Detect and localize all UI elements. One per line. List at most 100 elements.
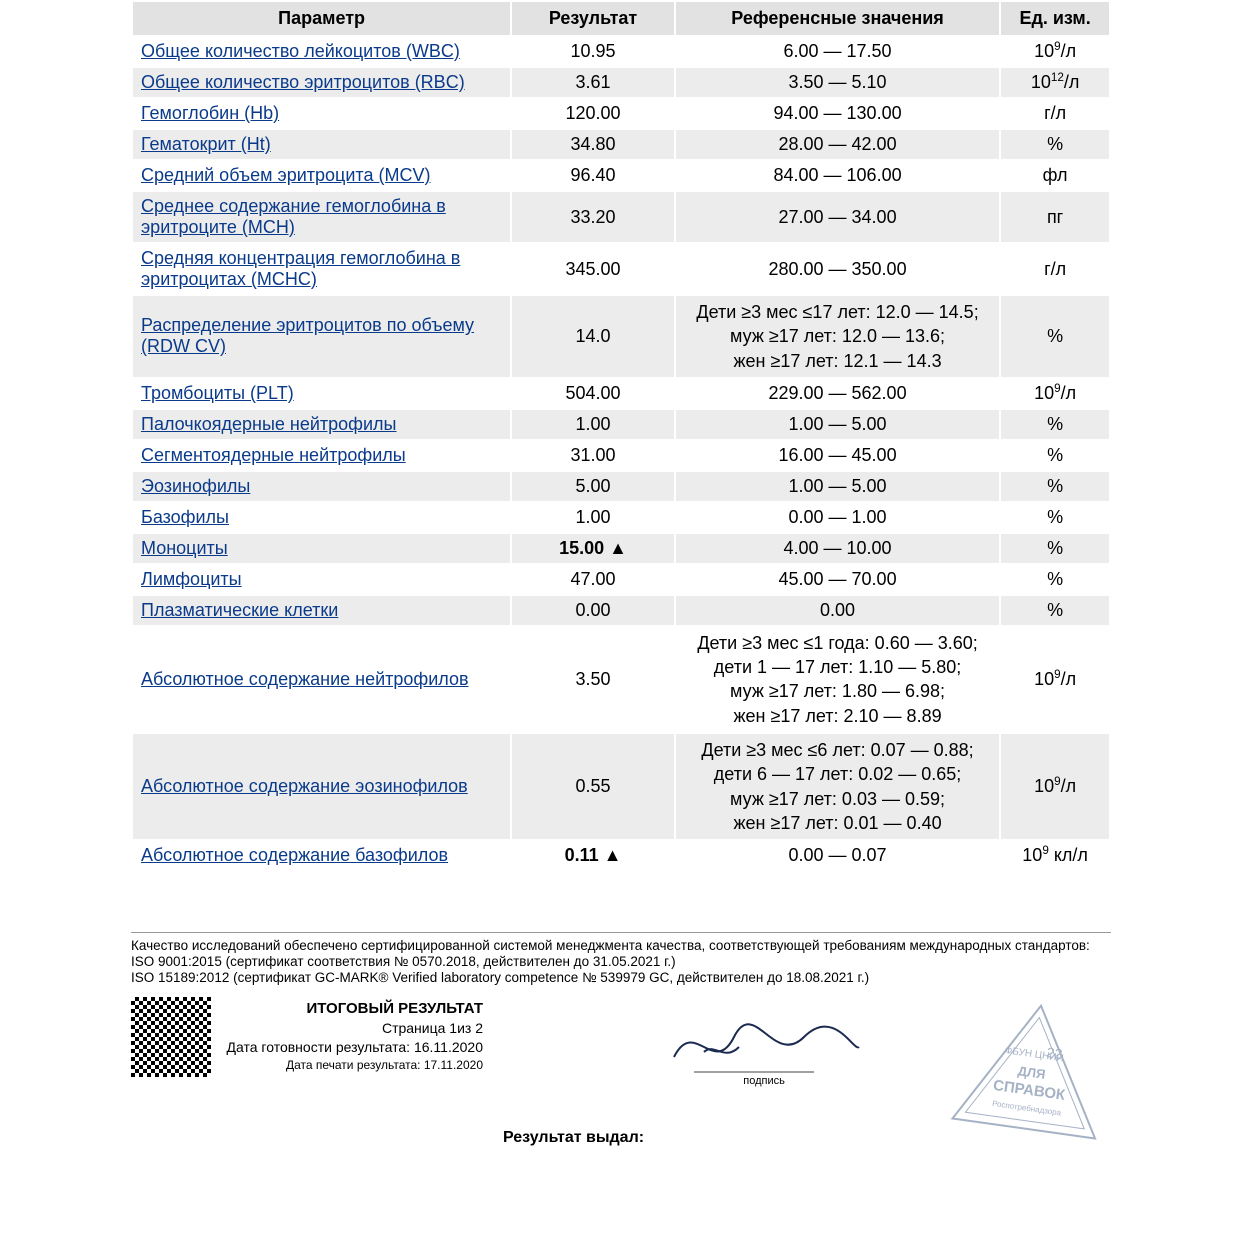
quality-line: Качество исследований обеспечено сертифи… <box>131 938 1111 953</box>
param-link[interactable]: Гемоглобин (Hb) <box>141 103 279 123</box>
unit-cell: 109/л <box>1001 379 1109 408</box>
result-cell: 14.0 <box>512 296 674 377</box>
param-link[interactable]: Моноциты <box>141 538 228 558</box>
param-cell: Средняя концентрация гемоглобина в эритр… <box>133 244 510 294</box>
param-cell: Абсолютное содержание эозинофилов <box>133 734 510 839</box>
unit-cell: пг <box>1001 192 1109 242</box>
param-link[interactable]: Абсолютное содержание эозинофилов <box>141 776 468 796</box>
footer: Качество исследований обеспечено сертифи… <box>131 932 1111 1157</box>
table-row: Базофилы 1.000.00 — 1.00% <box>133 503 1109 532</box>
param-link[interactable]: Средний объем эритроцита (MCV) <box>141 165 430 185</box>
meta-column: ИТОГОВЫЙ РЕЗУЛЬТАТ Страница 1из 2 Дата г… <box>223 997 483 1075</box>
param-link[interactable]: Эозинофилы <box>141 476 250 496</box>
reference-cell: 1.00 — 5.00 <box>676 410 999 439</box>
unit-cell: % <box>1001 565 1109 594</box>
param-cell: Абсолютное содержание базофилов <box>133 841 510 870</box>
result-cell: 31.00 <box>512 441 674 470</box>
unit-cell: % <box>1001 503 1109 532</box>
param-cell: Лимфоциты <box>133 565 510 594</box>
result-cell: 10.95 <box>512 37 674 66</box>
param-cell: Сегментоядерные нейтрофилы <box>133 441 510 470</box>
reference-cell: 84.00 — 106.00 <box>676 161 999 190</box>
param-link[interactable]: Лимфоциты <box>141 569 242 589</box>
table-row: Сегментоядерные нейтрофилы 31.0016.00 — 4… <box>133 441 1109 470</box>
result-cell: 34.80 <box>512 130 674 159</box>
param-cell: Общее количество эритроцитов (RBC) <box>133 68 510 97</box>
unit-cell: % <box>1001 596 1109 625</box>
result-cell: 0.55 <box>512 734 674 839</box>
reference-cell: 229.00 — 562.00 <box>676 379 999 408</box>
table-row: Распределение эритроцитов по объему (RDW… <box>133 296 1109 377</box>
unit-cell: г/л <box>1001 244 1109 294</box>
param-link[interactable]: Абсолютное содержание базофилов <box>141 845 448 865</box>
table-row: Гемоглобин (Hb)120.0094.00 — 130.00г/л <box>133 99 1109 128</box>
param-cell: Эозинофилы <box>133 472 510 501</box>
param-cell: Палочкоядерные нейтрофилы <box>133 410 510 439</box>
result-cell: 96.40 <box>512 161 674 190</box>
ready-date: Дата готовности результата: 16.11.2020 <box>223 1039 483 1055</box>
param-cell: Абсолютное содержание нейтрофилов <box>133 627 510 732</box>
param-cell: Распределение эритроцитов по объему (RDW… <box>133 296 510 377</box>
result-cell: 120.00 <box>512 99 674 128</box>
param-link[interactable]: Абсолютное содержание нейтрофилов <box>141 669 469 689</box>
param-cell: Средний объем эритроцита (MCV) <box>133 161 510 190</box>
result-cell: 1.00 <box>512 503 674 532</box>
reference-cell: 280.00 — 350.00 <box>676 244 999 294</box>
table-row: Среднее содержание гемоглобина в эритроц… <box>133 192 1109 242</box>
reference-cell: 3.50 — 5.10 <box>676 68 999 97</box>
param-link[interactable]: Общее количество лейкоцитов (WBC) <box>141 41 460 61</box>
table-row: Гематокрит (Ht) 34.8028.00 — 42.00% <box>133 130 1109 159</box>
table-row: Средняя концентрация гемоглобина в эритр… <box>133 244 1109 294</box>
result-cell: 345.00 <box>512 244 674 294</box>
param-cell: Тромбоциты (PLT) <box>133 379 510 408</box>
param-link[interactable]: Средняя концентрация гемоглобина в эритр… <box>141 248 460 289</box>
page-info: Страница 1из 2 <box>223 1020 483 1036</box>
table-row: Моноциты 15.00 ▲4.00 — 10.00% <box>133 534 1109 563</box>
unit-cell: % <box>1001 410 1109 439</box>
param-link[interactable]: Тромбоциты (PLT) <box>141 383 294 403</box>
unit-cell: 109/л <box>1001 734 1109 839</box>
param-link[interactable]: Плазматические клетки <box>141 600 338 620</box>
param-cell: Базофилы <box>133 503 510 532</box>
table-row: Тромбоциты (PLT)504.00229.00 — 562.00109… <box>133 379 1109 408</box>
unit-cell: % <box>1001 296 1109 377</box>
unit-cell: % <box>1001 534 1109 563</box>
table-row: Абсолютное содержание эозинофилов 0.55Дет… <box>133 734 1109 839</box>
table-row: Абсолютное содержание нейтрофилов3.50Дет… <box>133 627 1109 732</box>
param-link[interactable]: Общее количество эритроцитов (RBC) <box>141 72 465 92</box>
reference-cell: 4.00 — 10.00 <box>676 534 999 563</box>
param-link[interactable]: Гематокрит (Ht) <box>141 134 271 154</box>
result-cell: 0.11 ▲ <box>512 841 674 870</box>
unit-cell: % <box>1001 472 1109 501</box>
param-link[interactable]: Распределение эритроцитов по объему (RDW… <box>141 315 474 356</box>
col-header-result: Результат <box>512 2 674 35</box>
result-cell: 33.20 <box>512 192 674 242</box>
stamp-icon: ФБУН ЦНИИ 22 ДЛЯ СПРАВОК Роспотребнадзор… <box>941 987 1122 1168</box>
table-row: Общее количество лейкоцитов (WBC)10.956.… <box>133 37 1109 66</box>
result-cell: 15.00 ▲ <box>512 534 674 563</box>
param-link[interactable]: Среднее содержание гемоглобина в эритроц… <box>141 196 446 237</box>
signature-area: подпись <box>664 997 864 1087</box>
reference-cell: 16.00 — 45.00 <box>676 441 999 470</box>
param-cell: Гемоглобин (Hb) <box>133 99 510 128</box>
qr-code-icon <box>131 997 211 1077</box>
param-link[interactable]: Сегментоядерные нейтрофилы <box>141 445 406 465</box>
table-row: Плазматические клетки0.000.00% <box>133 596 1109 625</box>
reference-cell: 45.00 — 70.00 <box>676 565 999 594</box>
reference-cell: 94.00 — 130.00 <box>676 99 999 128</box>
reference-cell: 0.00 — 1.00 <box>676 503 999 532</box>
unit-cell: % <box>1001 130 1109 159</box>
result-cell: 3.50 <box>512 627 674 732</box>
issued-by-label: Результат выдал: <box>503 1129 644 1147</box>
reference-cell: 27.00 — 34.00 <box>676 192 999 242</box>
unit-cell: 109/л <box>1001 627 1109 732</box>
param-link[interactable]: Базофилы <box>141 507 229 527</box>
param-link[interactable]: Палочкоядерные нейтрофилы <box>141 414 396 434</box>
quality-line: ISO 15189:2012 (сертификат GC-MARK® Veri… <box>131 970 1111 985</box>
reference-cell: 28.00 — 42.00 <box>676 130 999 159</box>
table-row: Эозинофилы5.001.00 — 5.00% <box>133 472 1109 501</box>
bottom-row: ИТОГОВЫЙ РЕЗУЛЬТАТ Страница 1из 2 Дата г… <box>131 997 1111 1157</box>
param-cell: Общее количество лейкоцитов (WBC) <box>133 37 510 66</box>
reference-cell: Дети ≥3 мес ≤6 лет: 0.07 — 0.88;дети 6 —… <box>676 734 999 839</box>
final-result-label: ИТОГОВЫЙ РЕЗУЛЬТАТ <box>223 1000 483 1017</box>
